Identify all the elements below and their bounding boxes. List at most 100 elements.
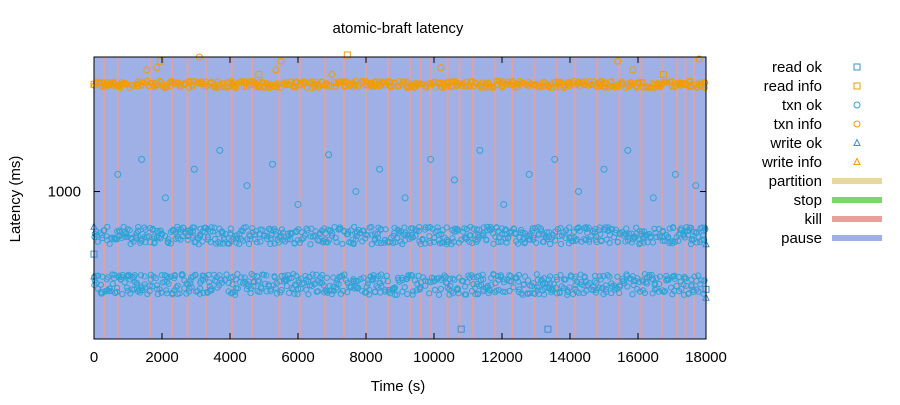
- txn-info-point: [237, 79, 244, 86]
- txn-ok-point: [548, 289, 555, 296]
- txn-info-point: [485, 80, 492, 87]
- txn-ok-point: [422, 282, 429, 289]
- txn-ok-point: [477, 281, 485, 288]
- txn-ok-point: [259, 226, 266, 234]
- txn-ok-point: [146, 288, 153, 295]
- txn-ok-point: [671, 272, 678, 279]
- txn-ok-point: [139, 231, 146, 238]
- txn-ok-point: [288, 230, 295, 238]
- txn-ok-point: [530, 280, 537, 287]
- txn-ok-point: [190, 165, 198, 173]
- txn-ok-point: [240, 280, 247, 287]
- txn-ok-point: [355, 284, 362, 291]
- kill-line: [640, 57, 643, 339]
- txn-ok-point: [208, 224, 215, 231]
- txn-ok-point: [416, 286, 423, 293]
- txn-ok-point: [178, 271, 186, 278]
- txn-ok-point: [330, 283, 337, 290]
- kill-line: [278, 57, 281, 339]
- kill-line: [409, 57, 412, 339]
- kill-line: [693, 57, 696, 339]
- txn-info-point: [482, 84, 489, 91]
- txn-ok-point: [378, 283, 385, 290]
- txn-ok-point: [242, 224, 249, 231]
- txn-ok-point: [653, 275, 660, 282]
- txn-ok-point: [243, 182, 251, 190]
- txn-info-point: [629, 66, 637, 74]
- kill-line: [472, 57, 475, 339]
- txn-ok-point: [518, 226, 525, 234]
- txn-ok-point: [151, 240, 158, 247]
- txn-ok-point: [624, 283, 631, 290]
- txn-ok-point: [156, 286, 163, 293]
- txn-ok-point: [485, 286, 493, 293]
- txn-ok-point: [564, 291, 571, 298]
- txn-ok-point: [161, 194, 169, 202]
- txn-ok-point: [535, 283, 542, 290]
- txn-ok-point: [483, 237, 490, 244]
- txn-ok-point: [616, 289, 623, 297]
- txn-ok-point: [669, 291, 676, 298]
- kill-line: [342, 57, 345, 339]
- txn-ok-point: [562, 234, 569, 242]
- txn-ok-point: [443, 224, 450, 231]
- txn-ok-point: [249, 225, 256, 232]
- txn-ok-point: [269, 160, 276, 168]
- txn-ok-point: [625, 230, 633, 237]
- txn-ok-point: [586, 238, 593, 245]
- txn-ok-point: [402, 231, 409, 238]
- txn-ok-point: [94, 238, 101, 245]
- txn-info-point: [448, 84, 455, 91]
- txn-ok-point: [126, 227, 133, 234]
- txn-ok-point: [209, 228, 216, 235]
- txn-ok-point: [256, 277, 263, 284]
- txn-ok-point: [695, 272, 702, 279]
- legend-label: pause: [781, 230, 822, 247]
- txn-ok-point: [545, 276, 552, 283]
- kill-line: [171, 57, 174, 339]
- txn-ok-point: [700, 236, 708, 243]
- txn-ok-point: [113, 288, 121, 296]
- txn-ok-point: [524, 277, 532, 284]
- txn-info-point: [628, 79, 635, 86]
- txn-ok-point: [454, 225, 461, 233]
- txn-ok-point: [469, 239, 476, 247]
- txn-ok-point: [309, 233, 317, 240]
- txn-ok-point: [391, 284, 399, 291]
- txn-ok-point: [238, 274, 245, 281]
- txn-ok-point: [97, 281, 104, 288]
- txn-ok-point: [137, 272, 145, 279]
- txn-ok-point: [506, 272, 513, 279]
- txn-info-point: [479, 79, 486, 86]
- txn-info-point: [698, 79, 705, 86]
- kill-line: [251, 57, 254, 339]
- txn-ok-point: [394, 226, 401, 233]
- txn-ok-point: [208, 287, 215, 294]
- txn-ok-point: [385, 286, 392, 294]
- txn-ok-point: [656, 273, 664, 280]
- txn-info-point: [586, 77, 593, 85]
- txn-ok-point: [460, 277, 467, 285]
- txn-ok-point: [376, 165, 384, 173]
- txn-ok-point: [518, 290, 525, 297]
- txn-info-point: [516, 80, 523, 87]
- txn-ok-point: [562, 276, 569, 283]
- txn-ok-point: [556, 233, 563, 240]
- txn-info-point: [398, 81, 405, 89]
- txn-ok-point: [573, 236, 580, 243]
- read-ok-point: [457, 325, 465, 333]
- txn-ok-point: [540, 291, 548, 298]
- kill-line: [660, 57, 663, 339]
- txn-ok-point: [113, 284, 121, 291]
- txn-ok-point: [492, 233, 499, 240]
- txn-ok-point: [480, 232, 487, 239]
- txn-ok-point: [512, 230, 519, 238]
- txn-ok-point: [557, 272, 564, 279]
- txn-ok-point: [278, 272, 285, 280]
- txn-ok-point: [119, 291, 126, 298]
- read-ok-point: [544, 325, 552, 333]
- txn-ok-point: [138, 155, 146, 163]
- txn-ok-point: [695, 288, 702, 295]
- txn-ok-point: [633, 224, 640, 231]
